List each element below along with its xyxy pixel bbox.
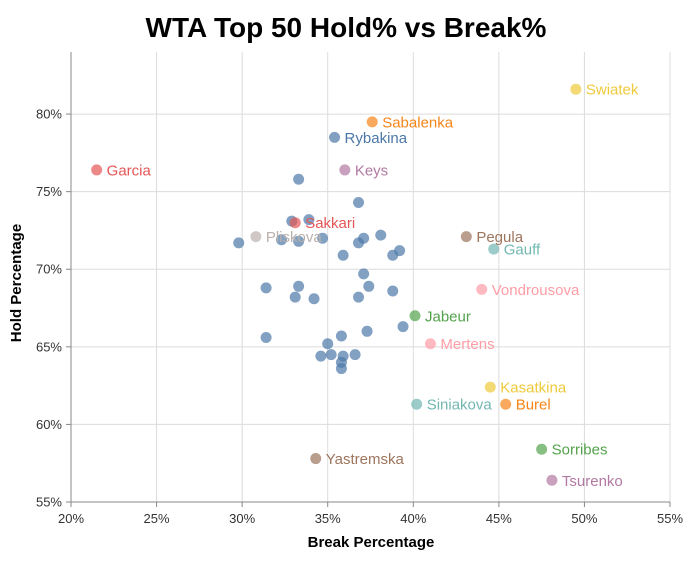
point-label: Swiatek (586, 82, 639, 99)
data-point (358, 268, 370, 280)
data-point (289, 291, 301, 303)
x-tick-label: 30% (229, 511, 255, 526)
chart-title: WTA Top 50 Hold% vs Break% (145, 12, 547, 43)
x-tick-label: 35% (315, 511, 341, 526)
data-point (375, 229, 387, 241)
x-tick-label: 40% (400, 511, 426, 526)
point-label: Sabalenka (382, 114, 454, 131)
data-point (361, 325, 373, 337)
x-tick-label: 25% (144, 511, 170, 526)
point-sorribes (536, 443, 548, 455)
y-axis-title: Hold Percentage (8, 224, 25, 342)
point-label: Siniakova (427, 397, 493, 414)
point-label: Tsurenko (562, 473, 623, 490)
data-point (325, 349, 337, 361)
point-label: Pliskova (266, 229, 323, 246)
data-point (276, 234, 288, 246)
data-point (293, 173, 305, 185)
data-point (349, 349, 361, 361)
point-label: Mertens (440, 336, 494, 353)
point-sakkari (289, 217, 301, 229)
point-pegula (460, 231, 472, 243)
point-tsurenko (546, 474, 558, 486)
point-label: Burel (516, 397, 551, 414)
point-label: Sorribes (552, 442, 608, 459)
x-tick-label: 50% (571, 511, 597, 526)
data-point (335, 330, 347, 342)
data-point (233, 237, 245, 249)
data-point (308, 293, 320, 305)
data-point (353, 197, 365, 209)
data-point (322, 338, 334, 350)
point-mertens (424, 338, 436, 350)
data-point (317, 232, 329, 244)
axes: 20% 25% 30% 35% 40% 45% 50% 55% 55% 60% 65% 70% 75% 8… (36, 52, 683, 526)
data-point (394, 245, 406, 257)
point-pliskova (250, 231, 262, 243)
point-label: Vondrousova (492, 282, 580, 299)
data-point (260, 332, 272, 344)
data-point (353, 291, 365, 303)
point-siniakova (411, 398, 423, 410)
point-swiatek (570, 83, 582, 95)
point-label: Kasatkina (500, 380, 567, 397)
point-kasatkina (484, 381, 496, 393)
data-point (293, 235, 305, 247)
point-label: Gauff (504, 242, 541, 259)
data-point (397, 321, 409, 333)
point-label: Keys (355, 162, 388, 179)
point-garcia (91, 164, 103, 176)
point-yastremska (310, 453, 322, 465)
point-label: Sakkari (305, 215, 355, 232)
y-tick-label: 65% (36, 339, 62, 354)
point-burel (500, 398, 512, 410)
x-axis-title: Break Percentage (308, 534, 435, 551)
data-points (91, 83, 582, 486)
x-tick-label: 45% (486, 511, 512, 526)
data-point (387, 285, 399, 297)
x-tick-label: 55% (657, 511, 683, 526)
point-label: Yastremska (326, 451, 405, 468)
y-tick-label: 75% (36, 184, 62, 199)
data-point (337, 249, 349, 261)
y-tick-label: 60% (36, 417, 62, 432)
data-point (335, 363, 347, 375)
point-label: Jabeur (425, 308, 471, 325)
data-point (260, 282, 272, 294)
data-point (303, 214, 315, 226)
point-keys (339, 164, 351, 176)
point-label: Pegula (476, 229, 523, 246)
y-tick-label: 55% (36, 495, 62, 510)
point-jabeur (409, 310, 421, 322)
y-tick-label: 70% (36, 262, 62, 277)
point-vondrousova (476, 283, 488, 295)
point-gauff (488, 243, 500, 255)
point-rybakina (329, 131, 341, 143)
y-tick-label: 80% (36, 107, 62, 122)
data-point (293, 280, 305, 292)
data-point (363, 280, 375, 292)
point-sabalenka (366, 116, 378, 128)
point-label: Garcia (107, 162, 152, 179)
data-point (315, 350, 327, 362)
x-tick-label: 20% (58, 511, 84, 526)
point-label: Rybakina (345, 130, 408, 147)
data-point (358, 232, 370, 244)
